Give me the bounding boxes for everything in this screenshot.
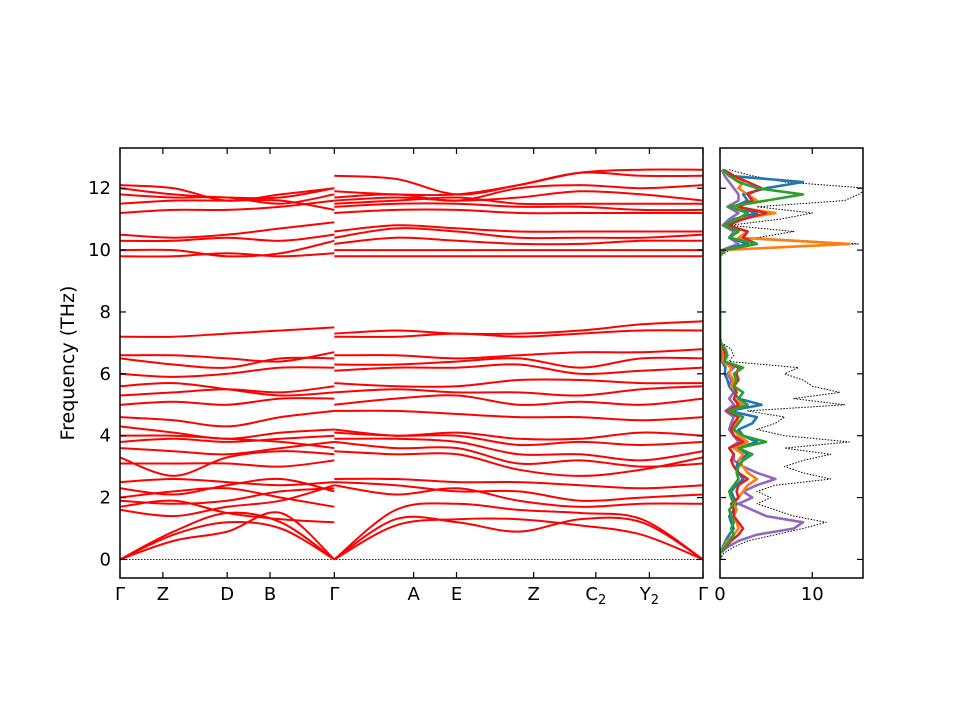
band-line-0-5 — [120, 487, 335, 505]
band-line-1-27 — [334, 196, 703, 206]
band-line-0-19 — [120, 366, 335, 378]
band-line-0-12 — [120, 434, 335, 443]
y-tick-label: 8 — [100, 302, 111, 323]
band-line-1-22 — [334, 236, 703, 246]
band-line-1-18 — [334, 329, 703, 338]
band-line-0-22 — [120, 326, 335, 338]
band-lines — [120, 168, 703, 561]
q-point-label: Γ — [115, 584, 125, 605]
band-line-0-23 — [120, 252, 335, 258]
band-structure-panel: 0 2 4 6 8 10 12 Γ Z D B Γ A E Z C2 Y2 Γ — [88, 147, 708, 608]
band-line-1-12 — [334, 394, 703, 406]
band-line-1-17 — [334, 348, 703, 360]
dos-plot-frame — [719, 147, 864, 579]
band-line-0-2 — [120, 511, 335, 561]
q-point-label: Z — [157, 584, 169, 605]
dos-series-3 — [720, 168, 805, 560]
band-line-1-3 — [334, 484, 703, 508]
band-line-0-15 — [120, 409, 335, 428]
y-tick-label: 2 — [100, 488, 111, 509]
band-line-1-11 — [334, 409, 703, 422]
band-line-1-8 — [334, 437, 703, 462]
band-line-0-16 — [120, 397, 335, 406]
dos-lines — [720, 168, 863, 560]
band-line-1-19 — [334, 320, 703, 335]
band-line-0-8 — [120, 477, 335, 487]
q-point-label: Γ — [698, 584, 708, 605]
band-line-1-10 — [334, 428, 703, 441]
band-line-1-30 — [334, 171, 703, 197]
q-point-label: E — [451, 584, 462, 605]
q-point-label: D — [220, 584, 234, 605]
band-line-0-31 — [120, 184, 335, 202]
band-line-0-30 — [120, 187, 335, 200]
dos-x-tick-label: 0 — [714, 584, 725, 605]
band-line-1-14 — [334, 378, 703, 388]
band-plot-frame — [119, 147, 704, 579]
band-line-0-3 — [120, 484, 335, 518]
q-point-label: Y2 — [639, 584, 659, 608]
band-line-0-25 — [120, 233, 335, 243]
band-line-1-6 — [334, 450, 703, 477]
band-line-1-1 — [333, 517, 703, 561]
band-line-0-10 — [120, 450, 335, 477]
band-line-0-26 — [120, 221, 335, 239]
band-line-0-9 — [120, 459, 335, 468]
band-line-1-31 — [334, 168, 703, 196]
band-line-1-28 — [334, 190, 703, 202]
y-tick-label: 0 — [100, 549, 111, 570]
y-tick-label: 10 — [88, 240, 111, 261]
q-point-label: C2 — [585, 584, 606, 608]
band-line-1-7 — [334, 440, 703, 468]
band-line-1-16 — [334, 356, 703, 369]
y-tick-label: 6 — [100, 364, 111, 385]
band-line-1-4 — [334, 481, 703, 502]
band-line-1-15 — [334, 363, 703, 376]
band-line-0-14 — [120, 425, 335, 440]
band-line-0-27 — [120, 199, 335, 214]
y-tick-label: 12 — [88, 178, 111, 199]
band-line-1-2 — [333, 502, 703, 561]
y-tick-label: 4 — [100, 426, 111, 447]
band-line-0-0 — [120, 511, 335, 561]
band-line-1-5 — [334, 477, 703, 490]
q-point-label: B — [264, 584, 276, 605]
band-line-1-26 — [334, 202, 703, 212]
band-line-0-24 — [120, 239, 335, 258]
y-axis-label: Frequency (THz) — [57, 286, 79, 441]
band-line-1-24 — [334, 224, 703, 233]
dos-series-2 — [720, 168, 851, 560]
band-line-1-25 — [334, 208, 703, 215]
band-line-1-23 — [334, 227, 703, 240]
band-line-0-4 — [120, 499, 335, 524]
band-line-0-7 — [120, 477, 335, 496]
band-line-0-18 — [120, 382, 335, 397]
band-line-1-13 — [334, 385, 703, 397]
dos-x-tick-label: 10 — [801, 584, 824, 605]
band-line-1-0 — [333, 515, 703, 561]
q-point-label: A — [407, 584, 420, 605]
band-line-0-11 — [120, 440, 335, 456]
band-line-0-21 — [120, 351, 335, 363]
band-line-0-1 — [120, 520, 335, 561]
band-line-0-20 — [120, 356, 335, 369]
q-point-label: Γ — [329, 584, 339, 605]
q-point-label: Z — [528, 584, 540, 605]
dos-series-0 — [720, 169, 863, 560]
band-line-0-6 — [120, 487, 335, 508]
dos-panel: 0 10 — [714, 147, 864, 605]
